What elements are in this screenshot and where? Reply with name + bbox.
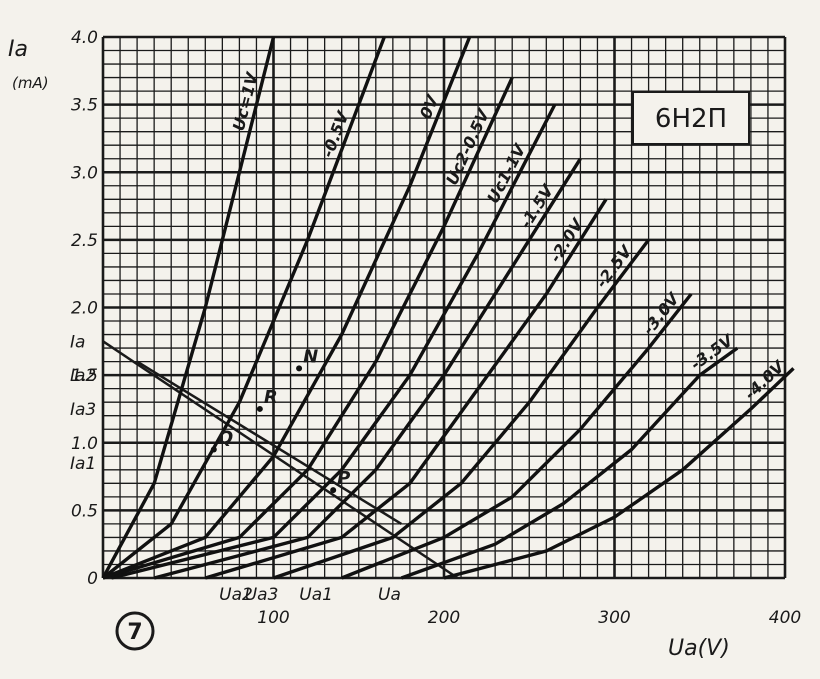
operating-point <box>330 487 337 494</box>
title-frame <box>632 91 750 145</box>
operating-point-label: P <box>337 468 350 489</box>
y-marker-label: Ia <box>70 332 85 352</box>
series-line <box>400 346 739 580</box>
operating-point-label: Q <box>218 428 233 449</box>
y-tick-label: 4.0 <box>71 28 98 48</box>
operating-point-label: R <box>264 387 278 408</box>
series-line <box>102 36 472 580</box>
series-line <box>443 367 795 580</box>
y-tick-labels: 0 0.5 1.0 1.5 2.0 2.5 3.0 3.5 4.0 <box>71 28 98 589</box>
y-tick-label: 2.5 <box>71 231 98 251</box>
tube-title-box: 6H2П <box>632 91 750 145</box>
x-tick-labels: 100 200 300 400 <box>257 608 801 628</box>
series-line <box>102 76 514 580</box>
operating-point <box>256 405 263 412</box>
y-tick-label: 1.5 <box>71 366 98 386</box>
x-tick-label: 100 <box>257 608 289 628</box>
series-line <box>153 157 582 580</box>
y-axis-unit: (mA) <box>12 74 49 92</box>
y-tick-label: 1.0 <box>71 434 98 454</box>
y-tick-label: 3.0 <box>71 163 98 183</box>
y-tick-label: 0 <box>87 569 98 589</box>
load-line <box>102 340 459 580</box>
operating-points: N R Q P <box>210 346 350 494</box>
x-marker-label: Ua1 <box>299 585 333 605</box>
x-marker-label: Ua <box>378 585 401 605</box>
y-axis-label: Ia <box>8 37 28 62</box>
series-line <box>111 103 557 580</box>
x-marker-label: Ua2 <box>219 585 253 605</box>
y-marker-label: Ia3 <box>70 400 96 420</box>
y-marker-label: Ia1 <box>70 454 96 474</box>
series-line <box>101 36 276 579</box>
series-line <box>341 292 693 580</box>
y-tick-label: 2.0 <box>71 299 98 319</box>
x-axis-label: Ua(V) <box>668 636 730 661</box>
figure-number-circle <box>115 611 155 651</box>
x-marker-label: Ua3 <box>245 585 279 605</box>
y-tick-label: 3.5 <box>71 96 98 116</box>
operating-point-label: N <box>303 346 318 367</box>
y-tick-label: 0.5 <box>71 501 98 521</box>
curve-group <box>101 36 795 580</box>
figure-number-badge: 7 <box>115 611 155 651</box>
grid <box>101 35 787 580</box>
y-marker-label: Ia2 <box>70 366 96 386</box>
series-line <box>272 238 650 580</box>
operating-point <box>296 365 303 372</box>
x-tick-label: 200 <box>428 608 460 628</box>
series-line <box>101 36 386 580</box>
figure-number: 7 <box>127 620 142 645</box>
chart-title: 6H2П <box>655 104 727 134</box>
series-line <box>204 198 608 580</box>
x-tick-label: 400 <box>769 608 801 628</box>
x-tick-label: 300 <box>598 608 630 628</box>
operating-point <box>210 446 217 453</box>
